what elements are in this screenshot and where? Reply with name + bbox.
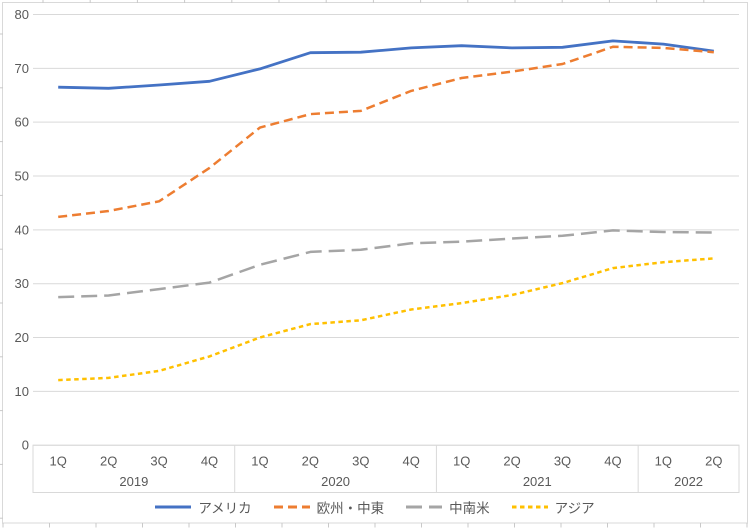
y-axis-label: 0 xyxy=(22,438,29,453)
series-line-latin-america xyxy=(58,229,714,299)
x-axis-quarter-label: 1Q xyxy=(655,454,672,469)
y-axis-label: 60 xyxy=(15,115,29,130)
y-axis-label: 40 xyxy=(15,222,29,237)
y-axis-label: 30 xyxy=(15,276,29,291)
x-axis-year-label: 2020 xyxy=(321,474,350,489)
x-axis-quarter-label: 4Q xyxy=(201,454,218,469)
legend-line-sample xyxy=(406,505,443,509)
series-line-america xyxy=(58,39,714,90)
x-axis-quarter-label: 3Q xyxy=(150,454,167,469)
y-axis-label: 70 xyxy=(15,61,29,76)
legend-line-sample xyxy=(155,505,192,509)
x-axis-quarter-label: 1Q xyxy=(50,454,67,469)
x-axis-quarter-label: 4Q xyxy=(403,454,420,469)
x-axis-quarter-label: 1Q xyxy=(251,454,268,469)
x-axis-quarter-label: 2Q xyxy=(100,454,117,469)
x-axis-quarter-label: 3Q xyxy=(554,454,571,469)
legend-item-america: アメリカ xyxy=(155,497,252,517)
y-axis-label: 20 xyxy=(15,330,29,345)
x-axis-quarter-label: 2Q xyxy=(705,454,722,469)
x-axis-year-label: 2022 xyxy=(674,474,703,489)
legend-line-sample xyxy=(511,505,548,509)
y-axis-label: 10 xyxy=(15,384,29,399)
legend-line-sample xyxy=(273,505,310,509)
legend-item-latin-america: 中南米 xyxy=(406,497,490,517)
x-axis-quarter-label: 3Q xyxy=(352,454,369,469)
legend-label: 中南米 xyxy=(449,501,490,516)
legend-label: 欧州・中東 xyxy=(316,501,385,516)
x-axis-year-label: 2021 xyxy=(523,474,552,489)
series-line-asia xyxy=(58,257,714,382)
x-axis-box xyxy=(32,444,740,494)
x-axis-quarter-label: 1Q xyxy=(453,454,470,469)
legend-label: アジア xyxy=(554,501,595,516)
y-axis-label: 80 xyxy=(15,7,29,22)
x-axis-quarter-label: 4Q xyxy=(604,454,621,469)
series-line-europe-middle-east xyxy=(58,45,714,219)
chart-legend: アメリカ 欧州・中東 中南米 アジア xyxy=(0,494,750,520)
legend-label: アメリカ xyxy=(198,501,252,516)
x-axis-quarter-label: 2Q xyxy=(503,454,520,469)
x-axis-year-label: 2019 xyxy=(119,474,148,489)
x-axis-quarter-label: 2Q xyxy=(302,454,319,469)
legend-item-europe-middle-east: 欧州・中東 xyxy=(273,497,385,517)
legend-item-asia: アジア xyxy=(511,497,595,517)
y-axis-label: 50 xyxy=(15,169,29,184)
